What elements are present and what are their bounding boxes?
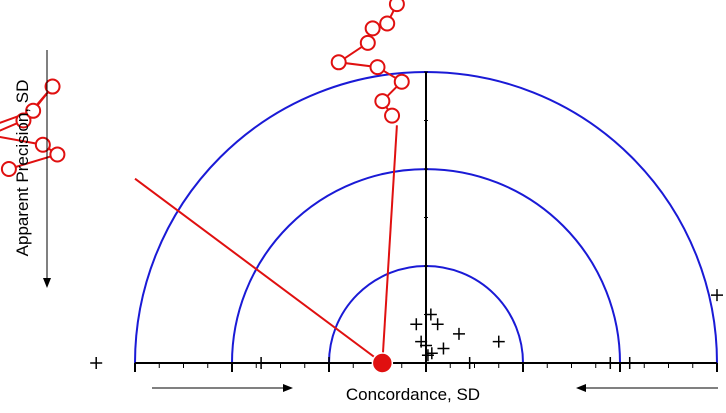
data-point	[90, 357, 103, 369]
group-point	[0, 161, 17, 177]
data-point	[431, 318, 444, 331]
data-point	[255, 357, 268, 369]
data-point	[425, 347, 438, 360]
group-point	[44, 78, 61, 95]
group-point	[388, 0, 405, 13]
data-points	[0, 0, 723, 374]
group-connector-line	[381, 125, 398, 364]
data-point	[420, 339, 432, 352]
group-point	[369, 59, 386, 76]
x-axis-title: Concordance, SD	[346, 385, 480, 404]
group-connector-line	[134, 177, 383, 364]
data-point	[463, 357, 476, 369]
group-point	[49, 146, 66, 163]
group-point	[379, 15, 396, 32]
chart-axes	[134, 71, 718, 372]
y-axis-title: Apparent Precision, SD	[13, 80, 32, 257]
data-point	[623, 357, 636, 369]
group-point	[393, 73, 410, 90]
direction-arrow-left	[152, 384, 293, 392]
group-point	[364, 20, 381, 37]
data-point	[410, 318, 423, 331]
data-point	[492, 335, 505, 348]
direction-arrow-down	[43, 50, 51, 288]
data-point	[711, 289, 723, 302]
data-point	[424, 308, 437, 321]
highlighted-point	[371, 352, 394, 374]
group-point	[384, 107, 401, 124]
group-point	[359, 34, 376, 51]
group-point	[34, 136, 51, 153]
data-point	[323, 357, 335, 369]
group-point	[15, 112, 32, 129]
data-point	[604, 357, 617, 369]
data-point	[452, 327, 465, 340]
data-point	[437, 342, 450, 355]
group-point	[25, 102, 42, 119]
group-point	[374, 93, 391, 110]
direction-arrow-right	[576, 384, 718, 392]
group-point	[330, 54, 347, 71]
